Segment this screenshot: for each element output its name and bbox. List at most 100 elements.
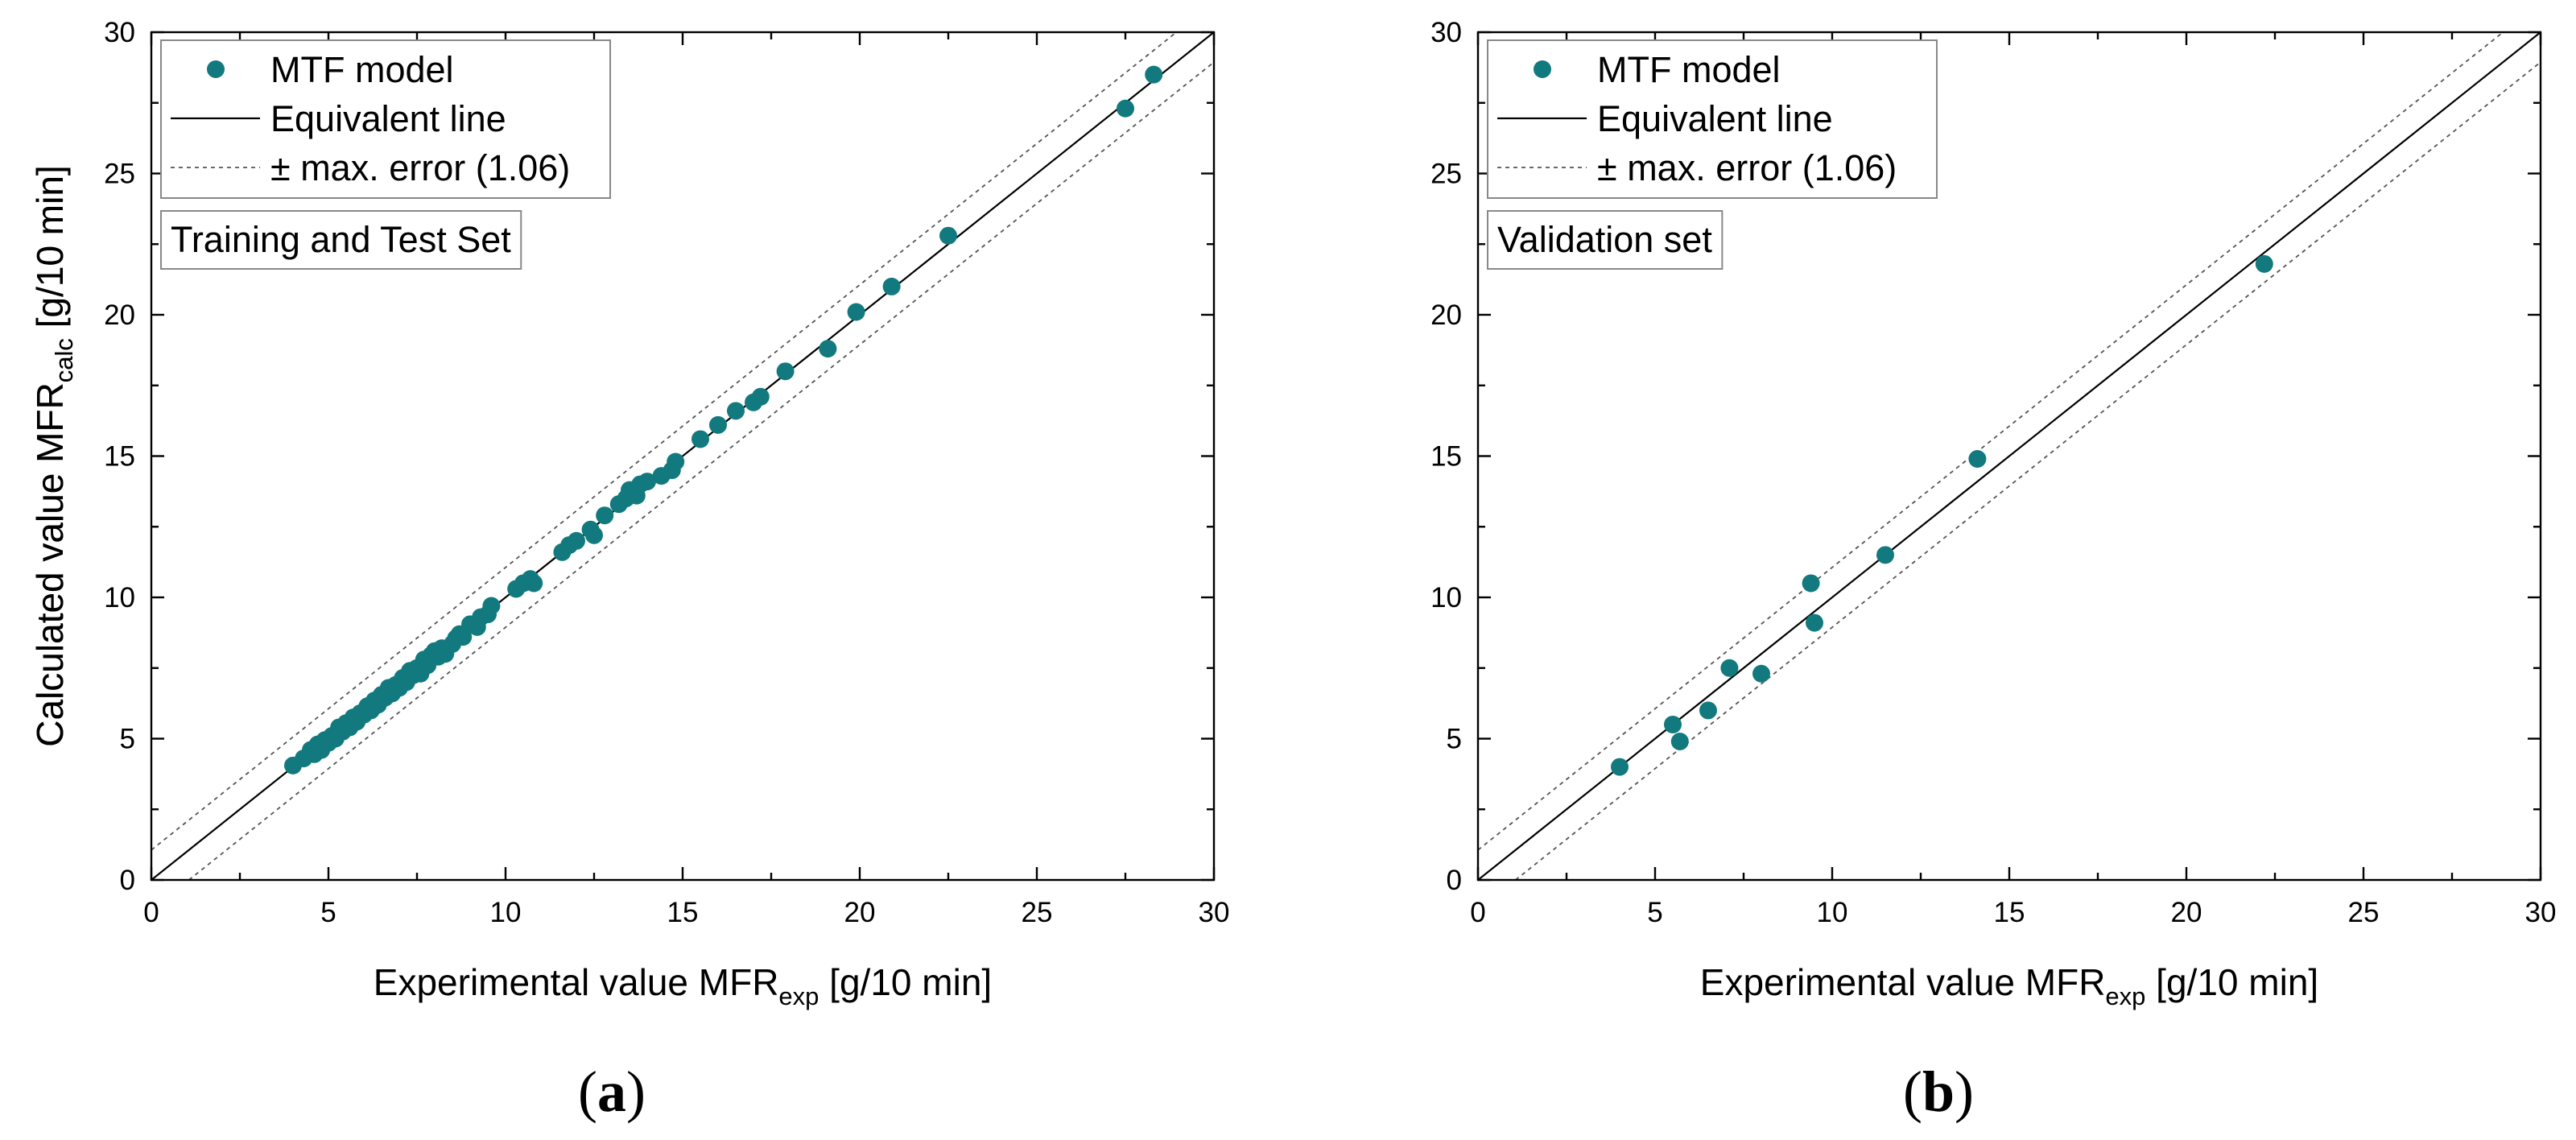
panel-label-letter: a xyxy=(597,1059,626,1124)
data-point xyxy=(1117,99,1134,118)
legend-entry-text: Equivalent line xyxy=(1597,98,1833,139)
legend-entry-text: MTF model xyxy=(270,49,454,90)
x-tick-label: 10 xyxy=(1817,897,1848,928)
data-point xyxy=(1752,664,1770,683)
data-point xyxy=(1968,450,1987,469)
y-axis-title-unit: [g/10 min] xyxy=(29,165,71,338)
data-point xyxy=(882,277,901,295)
set-label-box xyxy=(1487,210,1724,270)
panel-label-close: ) xyxy=(1955,1059,1974,1124)
y-tick-label: 15 xyxy=(104,441,135,473)
legend-marker-icon xyxy=(207,60,225,78)
x-axis-title-unit: [g/10 min] xyxy=(819,961,992,1003)
data-point xyxy=(1670,733,1689,751)
panel-label-letter: b xyxy=(1922,1059,1955,1124)
y-tick-label: 0 xyxy=(120,865,135,896)
set-label: Training and Test Set xyxy=(171,219,511,260)
legend-marker-icon xyxy=(1534,60,1551,78)
x-tick-label: 15 xyxy=(667,897,699,928)
x-tick-label: 5 xyxy=(320,897,336,928)
data-point xyxy=(482,597,501,615)
x-axis-title-unit: [g/10 min] xyxy=(2145,961,2318,1003)
x-axis-title-subscript: exp xyxy=(778,982,819,1010)
data-point xyxy=(525,574,543,593)
y-tick-label: 25 xyxy=(1430,159,1462,190)
upper-error-line xyxy=(1478,32,2504,851)
data-point xyxy=(727,402,745,420)
x-axis-title: Experimental value MFRexp [g/10 min] xyxy=(1700,961,2318,1010)
x-tick-label: 5 xyxy=(1647,897,1662,928)
x-tick-label: 25 xyxy=(1022,897,1053,928)
y-axis-title: Calculated value MFRcalc [g/10 min] xyxy=(29,165,78,746)
x-axis-title: Experimental value MFRexp [g/10 min] xyxy=(374,961,992,1010)
panel-label-open: ( xyxy=(1903,1059,1922,1124)
upper-error-line xyxy=(151,32,1177,851)
y-axis-title-unit: [g/10 min] xyxy=(29,165,71,338)
data-point xyxy=(709,415,727,434)
x-axis-title-main: Experimental value MFR xyxy=(374,961,779,1003)
x-axis-title-main: Experimental value MFR xyxy=(1700,961,2106,1003)
legend: MTF model Equivalent line ± max. error (1.… xyxy=(160,39,611,199)
data-points xyxy=(284,65,1163,774)
y-tick-label: 5 xyxy=(1447,724,1462,755)
data-point xyxy=(1806,613,1823,632)
y-axis-title-subscript: calc xyxy=(50,338,78,382)
panel-label-close: ) xyxy=(626,1059,646,1124)
x-tick-label: 30 xyxy=(1199,897,1230,928)
x-tick-label: 25 xyxy=(2348,897,2380,928)
lower-error-line xyxy=(188,61,1214,880)
x-tick-label: 10 xyxy=(490,897,522,928)
data-point xyxy=(585,526,603,544)
y-tick-label: 15 xyxy=(1430,441,1462,473)
x-axis-title-subscript: exp xyxy=(2105,982,2145,1010)
set-label-box xyxy=(160,210,522,270)
legend-entry-text: ± max. error (1.06) xyxy=(270,147,570,188)
y-axis-title-main: Calculated value MFR xyxy=(29,382,71,747)
data-point xyxy=(847,303,865,321)
data-point xyxy=(1611,758,1629,776)
equivalent-line xyxy=(1478,32,2541,880)
panel-label: (a) xyxy=(578,1059,646,1124)
x-tick-label: 15 xyxy=(1994,897,2025,928)
data-point xyxy=(1145,65,1163,84)
x-tick-label: 30 xyxy=(2525,897,2557,928)
data-point xyxy=(1876,546,1894,564)
data-point xyxy=(2255,254,2273,273)
set-label: Validation set xyxy=(1497,219,1712,260)
data-point xyxy=(751,387,770,406)
x-tick-label: 20 xyxy=(2171,897,2202,928)
y-axis-title-main: Calculated value MFR xyxy=(29,382,71,747)
y-axis-title: Calculated value MFRcalc [g/10 min] xyxy=(29,165,78,746)
panel-label-open: ( xyxy=(578,1059,597,1124)
legend-entry-text: Equivalent line xyxy=(270,98,506,139)
x-tick-label: 0 xyxy=(1470,897,1485,928)
data-point xyxy=(819,340,837,358)
legend-entry-text: MTF model xyxy=(1597,49,1781,90)
data-point xyxy=(638,473,656,491)
y-axis-title-subscript: calc xyxy=(50,338,78,382)
y-tick-label: 25 xyxy=(104,159,135,190)
data-point xyxy=(596,506,614,525)
legend-entry-text: ± max. error (1.06) xyxy=(1597,147,1897,188)
chart-panel-b: 0 5 10 15 20 25 30 0 5 10 15 20 25 30 Experimental val… xyxy=(29,17,2556,1124)
x-tick-label: 20 xyxy=(844,897,876,928)
chart-panel-a: 0 5 10 15 20 25 30 0 5 10 15 20 25 30 Experimental val… xyxy=(29,17,1229,1124)
data-point xyxy=(1664,715,1682,733)
legend: MTF model Equivalent line ± max. error (1.… xyxy=(1487,39,1938,199)
y-tick-label: 30 xyxy=(104,17,135,48)
data-point xyxy=(1720,659,1739,677)
data-point xyxy=(691,430,709,448)
y-tick-label: 10 xyxy=(104,582,135,613)
data-point xyxy=(568,531,585,550)
data-point xyxy=(667,452,685,471)
y-tick-label: 10 xyxy=(1430,582,1462,613)
data-point xyxy=(1802,574,1820,593)
y-tick-label: 5 xyxy=(120,724,135,755)
data-point xyxy=(939,226,957,245)
x-tick-label: 0 xyxy=(143,897,159,928)
y-tick-label: 30 xyxy=(1430,17,1462,48)
data-points xyxy=(1611,254,2273,776)
y-tick-label: 20 xyxy=(104,299,135,331)
data-point xyxy=(1699,701,1717,720)
